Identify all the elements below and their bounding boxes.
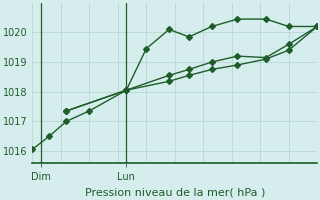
X-axis label: Pression niveau de la mer( hPa ): Pression niveau de la mer( hPa ) bbox=[84, 187, 265, 197]
